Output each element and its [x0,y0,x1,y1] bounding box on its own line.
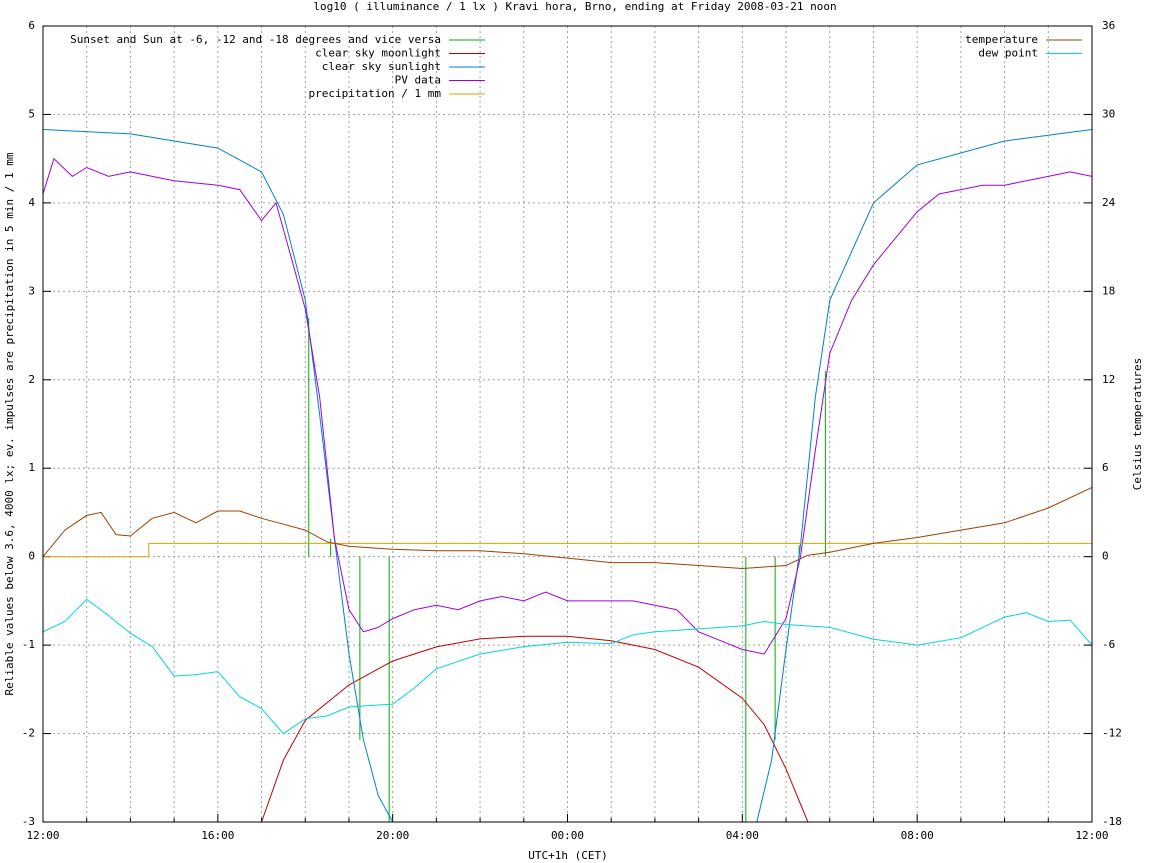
plot-border [42,25,1093,823]
legend-label: Sunset and Sun at -6, -12 and -18 degree… [70,33,441,46]
y-tick-label: 4 [28,196,35,209]
y-tick-label: -3 [22,815,35,828]
y-tick-label: 5 [28,107,35,120]
legend-label: dew point [978,47,1038,60]
series-line [43,129,1092,822]
series-line [43,157,1092,655]
y2-tick-label: -6 [1102,638,1115,651]
x-tick-label: 12:00 [26,829,59,842]
y2-tick-label: -12 [1102,727,1122,740]
y2-tick-label: 6 [1102,461,1109,474]
y-tick-label: 6 [28,19,35,32]
x-tick-label: 00:00 [551,829,584,842]
y2-axis-label: Celsius temperatures [1131,358,1144,490]
chart-title: log10 ( illuminance / 1 lx ) Kravi hora,… [313,0,836,13]
x-axis-label: UTC+1h (CET) [528,849,607,862]
legend-label: PV data [395,74,441,87]
y2-tick-label: -18 [1102,815,1122,828]
y2-tick-label: 36 [1102,19,1115,32]
x-tick-label: 12:00 [1075,829,1108,842]
y2-tick-label: 24 [1102,196,1116,209]
x-tick-label: 04:00 [726,829,759,842]
legend-label: clear sky moonlight [315,47,441,60]
y-tick-label: 2 [28,373,35,386]
y2-tick-label: 0 [1102,550,1109,563]
x-tick-label: 20:00 [376,829,409,842]
y2-tick-label: 12 [1102,373,1115,386]
y2-tick-label: 18 [1102,284,1115,297]
series-line [43,486,1092,570]
series-line [43,542,1092,558]
y-tick-label: 1 [28,461,35,474]
y-tick-label: -2 [22,727,35,740]
y-axis-label: Reliable values below 3.6, 4000 lx; ev. … [3,152,16,695]
plot-area [43,129,1092,822]
series-line [261,635,809,822]
y-tick-label: 0 [28,550,35,563]
y2-tick-label: 30 [1102,107,1115,120]
legend-label: precipitation / 1 mm [309,87,442,100]
x-tick-label: 08:00 [901,829,934,842]
legend-label: temperature [965,33,1038,46]
legend-label: clear sky sunlight [322,60,441,73]
series-line [43,598,1092,735]
y-tick-label: -1 [22,638,35,651]
x-tick-label: 16:00 [201,829,234,842]
y-tick-label: 3 [28,284,35,297]
